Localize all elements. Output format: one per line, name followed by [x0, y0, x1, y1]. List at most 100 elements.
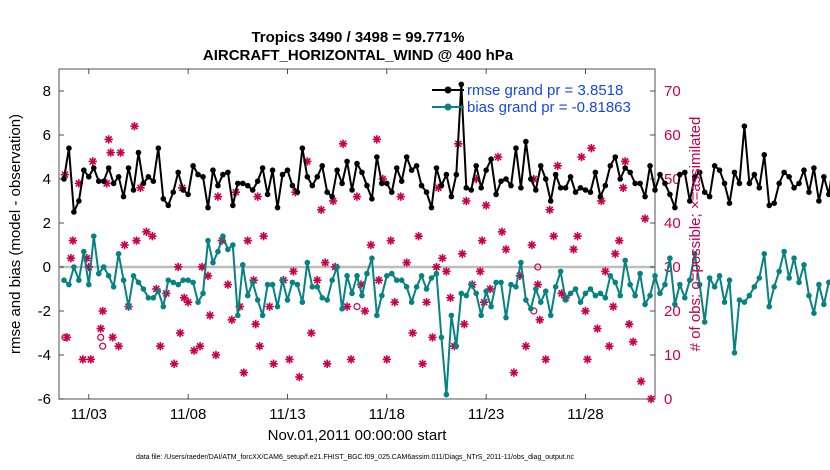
rmse-point — [776, 180, 782, 187]
bias-point — [667, 255, 673, 261]
legend-rmse-marker — [444, 86, 452, 94]
obs-assimilated-marker — [179, 293, 189, 302]
rmse-point — [304, 174, 311, 180]
bias-point — [473, 290, 480, 297]
bias-point — [423, 286, 430, 292]
bias-point — [244, 292, 251, 299]
bias-point — [180, 277, 186, 284]
bias-point — [552, 284, 559, 290]
bias-point — [235, 312, 241, 319]
obs-assimilated-marker — [360, 306, 370, 316]
obs-assimilated-marker — [593, 324, 602, 333]
y-tick-label-left: 0 — [43, 259, 51, 276]
obs-assimilated-marker — [609, 302, 618, 311]
bias-point — [294, 281, 301, 288]
rmse-point — [269, 167, 276, 173]
obs-assimilated-marker — [116, 148, 125, 157]
bias-point — [542, 288, 549, 295]
bias-point — [344, 273, 350, 279]
bias-point — [165, 277, 172, 284]
bias-point — [398, 277, 405, 284]
bias-point — [200, 290, 206, 297]
obs-assimilated-marker — [227, 315, 237, 324]
bias-point — [458, 290, 465, 297]
rmse-point — [379, 180, 385, 187]
obs-assimilated-marker — [569, 245, 578, 254]
obs-assimilated-marker — [422, 298, 431, 307]
bias-point — [572, 286, 579, 292]
rmse-point — [746, 180, 753, 187]
bias-point — [602, 295, 609, 301]
bias-point — [577, 299, 584, 306]
obs-assimilated-marker — [605, 342, 614, 351]
bias-point — [95, 270, 102, 277]
obs-possible-marker — [99, 342, 107, 350]
obs-assimilated-marker — [313, 276, 322, 285]
x-tick-label: 11/08 — [170, 406, 206, 423]
bias-point — [220, 233, 226, 239]
rmse-point — [537, 163, 544, 169]
obs-assimilated-marker — [104, 135, 113, 144]
bias-point — [110, 284, 117, 290]
bias-point — [562, 297, 569, 303]
rmse-point — [135, 149, 142, 156]
bias-point — [66, 281, 72, 288]
rmse-point — [542, 176, 549, 182]
bias-point — [587, 286, 594, 292]
rmse-point — [652, 187, 658, 193]
rmse-point — [443, 171, 450, 178]
obs-assimilated-marker — [553, 161, 562, 170]
y-tick-label-right: 70 — [664, 83, 681, 100]
rmse-point — [423, 189, 430, 195]
obs-assimilated-marker — [142, 227, 151, 236]
obs-assimilated-marker — [243, 236, 252, 245]
bias-point — [691, 251, 698, 257]
obs-assimilated-marker — [501, 245, 511, 254]
rmse-point — [682, 169, 688, 176]
rmse-point — [632, 180, 638, 187]
bias-point — [130, 273, 137, 279]
bias-point — [637, 270, 643, 277]
obs-assimilated-marker — [573, 232, 582, 241]
bias-point — [418, 273, 425, 279]
rmse-point — [508, 182, 514, 189]
rmse-point — [637, 180, 643, 187]
bias-point — [274, 303, 281, 310]
rmse-point — [393, 165, 400, 171]
bias-point — [523, 297, 529, 303]
left-axis-ticks: -6 -4 -2 0 2 4 6 8 — [38, 83, 64, 408]
bias-point — [736, 297, 743, 303]
rmse-point — [701, 189, 708, 195]
bias-point — [796, 279, 802, 286]
rmse-point — [567, 174, 574, 180]
bias-point — [304, 259, 311, 266]
rmse-point — [657, 171, 663, 178]
rmse-point — [259, 165, 266, 171]
bias-point — [478, 312, 484, 319]
rmse-point — [696, 169, 703, 176]
series-lines — [61, 81, 830, 398]
obs-assimilated-marker — [372, 135, 382, 144]
rmse-point — [592, 169, 599, 176]
obs-assimilated-marker — [321, 258, 330, 267]
bias-point — [518, 259, 524, 266]
obs-assimilated-marker — [132, 236, 141, 245]
bias-point — [175, 281, 181, 288]
rmse-point — [612, 154, 619, 160]
bias-point — [746, 292, 753, 299]
bias-point — [761, 251, 768, 257]
bias-point — [706, 275, 713, 281]
obs-possible-marker — [61, 333, 69, 341]
rmse-point — [125, 165, 132, 171]
rmse-point — [582, 187, 589, 193]
rmse-point — [478, 185, 484, 191]
x-tick-label: 11/23 — [468, 406, 504, 423]
rmse-point — [642, 193, 648, 200]
bias-point — [786, 275, 792, 281]
obs-assimilated-marker — [509, 368, 519, 377]
rmse-point — [66, 145, 72, 151]
rmse-point — [364, 182, 370, 189]
obs-assimilated-marker — [223, 280, 233, 289]
obs-assimilated-marker — [189, 346, 199, 355]
obs-assimilated-marker — [205, 311, 215, 320]
